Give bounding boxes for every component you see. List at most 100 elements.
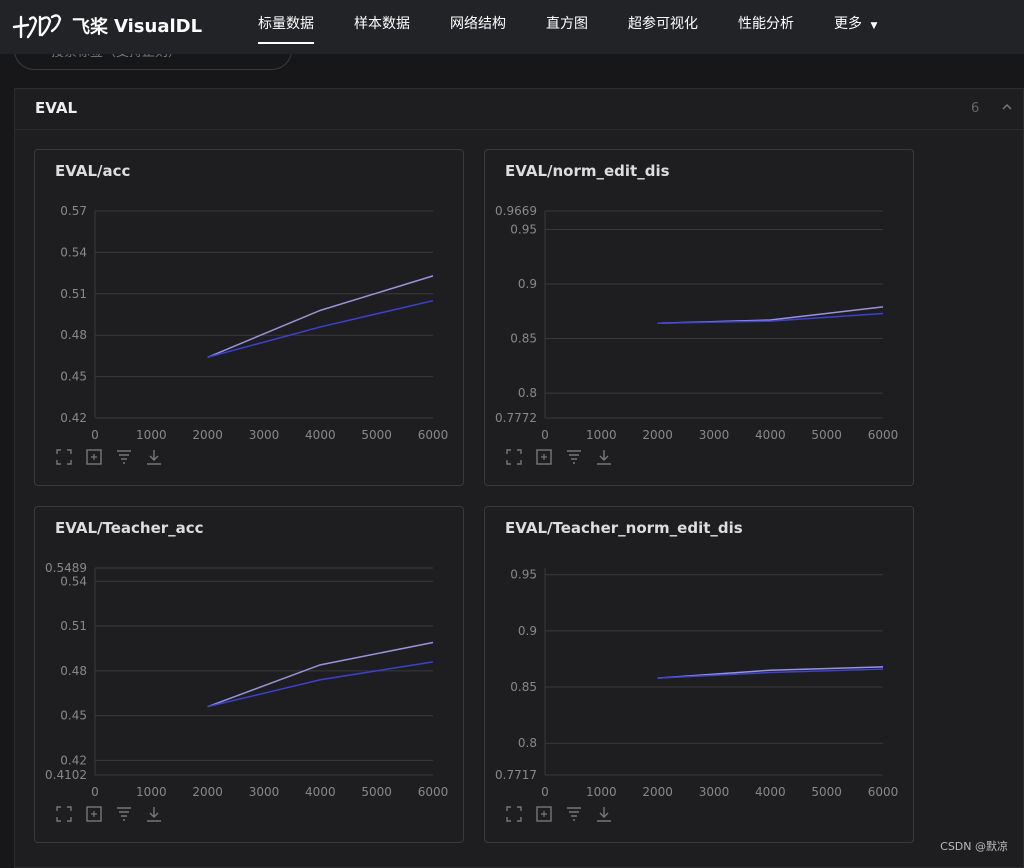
x-tick-label: 1000 [136, 785, 167, 799]
x-tick-label: 3000 [699, 428, 730, 442]
y-tick-label: 0.95 [510, 568, 537, 582]
y-tick-label: 0.54 [60, 245, 87, 259]
x-tick-label: 4000 [305, 428, 336, 442]
x-tick-label: 5000 [361, 428, 392, 442]
x-tick-label: 6000 [418, 785, 449, 799]
x-tick-label: 0 [91, 428, 99, 442]
x-tick-label: 3000 [249, 785, 280, 799]
y-tick-label: 0.5489 [45, 561, 87, 575]
chart-card-eval-teacher-norm-edit-dis: EVAL/Teacher_norm_edit_dis 0.7717 0.8 0.85… [484, 506, 914, 843]
x-tick-label: 5000 [811, 428, 842, 442]
y-tick-label: 0.42 [60, 411, 87, 425]
y-tick-label: 0.9669 [495, 204, 537, 218]
y-tick-label: 0.57 [60, 204, 87, 218]
filter-icon[interactable] [565, 805, 583, 823]
y-tick-label: 0.42 [60, 753, 87, 767]
x-tick-label: 6000 [418, 428, 449, 442]
y-tick-label: 0.7717 [495, 768, 537, 782]
restore-zoom-icon[interactable] [535, 805, 553, 823]
x-tick-label: 1000 [586, 785, 617, 799]
download-icon[interactable] [145, 448, 163, 466]
series-line-2 [207, 299, 434, 359]
search-input[interactable] [49, 54, 283, 71]
restore-zoom-icon[interactable] [85, 448, 103, 466]
x-tick-label: 6000 [868, 785, 899, 799]
y-tick-label: 0.51 [60, 619, 87, 633]
y-tick-label: 0.54 [60, 574, 87, 588]
y-tick-label: 0.9 [518, 624, 537, 638]
y-tick-label: 0.95 [510, 222, 537, 236]
series-line-1 [207, 275, 434, 358]
series-line-2 [657, 668, 884, 679]
chart-card-eval-teacher-acc: EVAL/Teacher_acc 0.4102 0.42 0.45 0.48 0.51 0… [34, 506, 464, 843]
tab-profiler[interactable]: 性能分析 [738, 16, 794, 32]
filter-icon[interactable] [115, 805, 133, 823]
x-tick-label: 0 [541, 785, 549, 799]
chart-title: EVAL/Teacher_norm_edit_dis [505, 519, 743, 537]
tab-more-label: 更多 [834, 16, 862, 32]
x-tick-label: 1000 [586, 428, 617, 442]
y-tick-label: 0.4102 [45, 768, 87, 782]
x-tick-label: 1000 [136, 428, 167, 442]
chart-card-eval-acc: EVAL/acc 0.42 0.45 0.48 0.51 0.54 0.57 0 1000 20… [34, 149, 464, 486]
fullscreen-icon[interactable] [55, 448, 73, 466]
y-tick-label: 0.9 [518, 277, 537, 291]
x-tick-label: 2000 [642, 785, 673, 799]
tab-graph[interactable]: 网络结构 [450, 16, 506, 32]
caret-down-icon: ▼ [870, 21, 878, 31]
y-tick-label: 0.7772 [495, 411, 537, 425]
logo[interactable]: 飞桨 VisualDL [12, 10, 202, 42]
filter-icon[interactable] [115, 448, 133, 466]
y-tick-label: 0.85 [510, 332, 537, 346]
search-area [0, 54, 1024, 74]
series-line-2 [207, 661, 434, 708]
y-tick-label: 0.8 [518, 386, 537, 400]
chart-title: EVAL/norm_edit_dis [505, 162, 670, 180]
tab-hyperparams[interactable]: 超参可视化 [628, 16, 698, 32]
y-tick-label: 0.85 [510, 680, 537, 694]
tab-samples[interactable]: 样本数据 [354, 16, 410, 32]
tab-scalar[interactable]: 标量数据 [258, 0, 314, 54]
x-tick-label: 6000 [868, 428, 899, 442]
x-tick-label: 3000 [249, 428, 280, 442]
restore-zoom-icon[interactable] [535, 448, 553, 466]
chart-title: EVAL/acc [55, 162, 131, 180]
x-tick-label: 2000 [192, 428, 223, 442]
search-box[interactable] [14, 54, 292, 71]
line-chart: 0.42 0.45 0.48 0.51 0.54 0.57 0 1000 2000 3000 400… [60, 204, 449, 442]
download-icon[interactable] [145, 805, 163, 823]
chevron-up-icon[interactable] [1001, 101, 1013, 113]
y-tick-label: 0.48 [60, 664, 87, 678]
download-icon[interactable] [595, 448, 613, 466]
group-header[interactable]: EVAL 6 [15, 89, 1023, 130]
fullscreen-icon[interactable] [55, 805, 73, 823]
x-tick-label: 4000 [305, 785, 336, 799]
x-tick-label: 3000 [699, 785, 730, 799]
line-chart: 0.7772 0.8 0.85 0.9 0.95 0.9669 0 1000 2000 3000 4… [495, 204, 899, 442]
x-tick-label: 0 [91, 785, 99, 799]
x-tick-label: 4000 [755, 785, 786, 799]
restore-zoom-icon[interactable] [85, 805, 103, 823]
y-tick-label: 0.45 [60, 709, 87, 723]
x-tick-label: 4000 [755, 428, 786, 442]
download-icon[interactable] [595, 805, 613, 823]
series-line-2 [657, 312, 884, 325]
watermark: CSDN @默凉 [940, 840, 1008, 853]
y-tick-label: 0.45 [60, 370, 87, 384]
line-chart: 0.7717 0.8 0.85 0.9 0.95 0 1000 2000 3000 4000 500… [495, 568, 899, 799]
x-tick-label: 0 [541, 428, 549, 442]
group-title: EVAL [35, 99, 78, 117]
series-line-1 [207, 641, 434, 708]
filter-icon[interactable] [565, 448, 583, 466]
x-tick-label: 5000 [811, 785, 842, 799]
brand-name: VisualDL [114, 15, 203, 37]
y-tick-label: 0.8 [518, 736, 537, 750]
fullscreen-icon[interactable] [505, 805, 523, 823]
tab-histogram[interactable]: 直方图 [546, 16, 588, 32]
x-tick-label: 2000 [642, 428, 673, 442]
group-count: 6 [971, 101, 980, 116]
x-tick-label: 2000 [192, 785, 223, 799]
fullscreen-icon[interactable] [505, 448, 523, 466]
tab-more[interactable]: 更多 ▼ [834, 0, 877, 54]
